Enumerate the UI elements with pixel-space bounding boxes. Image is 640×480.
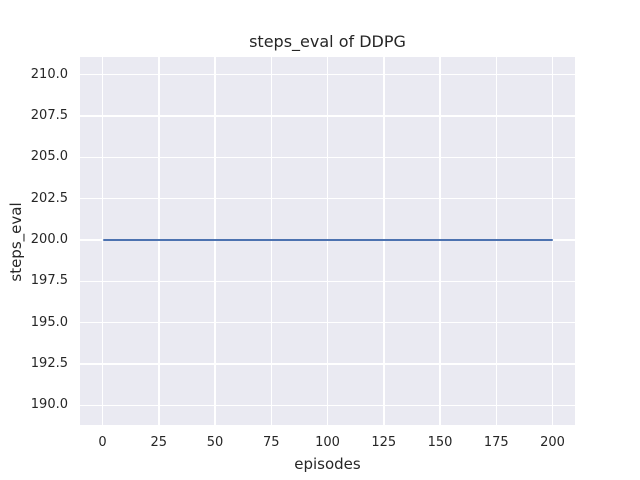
- y-tick-label: 205.0: [30, 149, 68, 165]
- gridline-vertical: [551, 57, 554, 425]
- x-tick-label: 50: [206, 435, 224, 450]
- x-tick-label: 175: [483, 435, 509, 450]
- y-tick-label: 190.0: [30, 397, 68, 413]
- x-tick-label: 150: [427, 435, 453, 450]
- x-tick-label: 200: [540, 435, 565, 450]
- gridline-vertical: [270, 57, 272, 425]
- y-tick-label: 210.0: [30, 66, 68, 82]
- gridline-vertical: [101, 57, 104, 425]
- gridline-vertical: [158, 57, 160, 425]
- gridline-vertical: [326, 57, 329, 425]
- x-tick-label: 0: [98, 435, 107, 450]
- x-tick-label: 100: [315, 435, 340, 450]
- chart-title: steps_eval of DDPG: [249, 32, 406, 51]
- y-tick-label: 192.5: [30, 356, 68, 372]
- x-axis-label: episodes: [294, 455, 361, 473]
- gridline-vertical: [214, 57, 216, 425]
- series-line-steps_eval: [102, 239, 553, 241]
- x-tick-label: 25: [150, 435, 168, 450]
- y-tick-label: 207.5: [30, 107, 68, 123]
- gridline-vertical: [383, 57, 385, 425]
- x-tick-label: 125: [371, 435, 397, 450]
- y-tick-label: 197.5: [30, 273, 68, 289]
- x-tick-label: 75: [262, 435, 280, 450]
- plot-area: [80, 57, 575, 425]
- y-tick-label: 195.0: [30, 314, 68, 330]
- gridline-vertical: [495, 57, 497, 425]
- y-tick-label: 202.5: [30, 190, 68, 206]
- y-tick-label: 200.0: [30, 232, 68, 247]
- gridline-vertical: [439, 57, 441, 425]
